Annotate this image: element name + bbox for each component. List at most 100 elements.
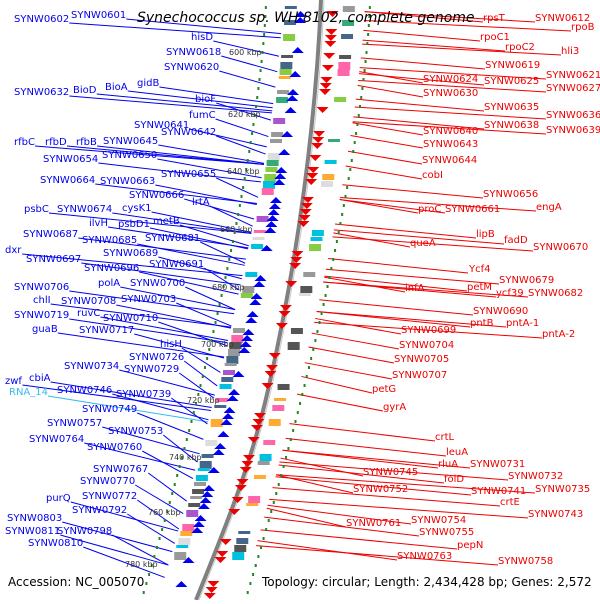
gene-label[interactable]: SYNW0682 [528, 288, 583, 299]
gene-label[interactable]: ycf39 [496, 288, 524, 299]
gene-label[interactable]: SYNW0689 [103, 248, 158, 259]
gene-label[interactable]: crtL [435, 432, 455, 443]
gene-label[interactable]: rpoC1 [480, 32, 510, 43]
gene-label[interactable]: purQ [46, 493, 71, 504]
gene-label[interactable]: zwf [5, 376, 22, 387]
gene-label[interactable]: SYNW0734 [64, 361, 119, 372]
gene-label[interactable]: SYNW0755 [419, 527, 474, 538]
gene-label[interactable]: gyrA [383, 402, 406, 413]
gene-label[interactable]: SYNW0654 [43, 154, 98, 165]
gene-label[interactable]: ruvC [77, 308, 100, 319]
gene-label[interactable]: SYNW0624 [423, 74, 478, 85]
gene-label[interactable]: SYNW0630 [423, 88, 478, 99]
gene-label[interactable]: SYNW0640 [423, 126, 478, 137]
gene-label[interactable]: SYNW0670 [533, 242, 588, 253]
gene-label[interactable]: SYNW0704 [399, 340, 454, 351]
gene-label[interactable]: rpoC2 [505, 42, 535, 53]
gene-label[interactable]: SYNW0749 [82, 404, 137, 415]
gene-label[interactable]: lipB [476, 229, 495, 240]
gene-label[interactable]: SYNW0641 [134, 120, 189, 131]
gene-label[interactable]: proC [418, 204, 441, 215]
gene-label[interactable]: SYNW0642 [161, 127, 216, 138]
gene-label[interactable]: psbD1 [118, 219, 150, 230]
gene-label[interactable]: SYNW0700 [130, 278, 185, 289]
rna-label[interactable]: RNA_14 [9, 387, 48, 398]
gene-label[interactable]: SYNW0719 [14, 310, 69, 321]
gene-label[interactable]: SYNW0726 [129, 352, 184, 363]
gene-label[interactable]: SYNW0708 [61, 296, 116, 307]
gene-label[interactable]: infA [405, 283, 425, 294]
gene-label[interactable]: queA [410, 238, 436, 249]
gene-label[interactable]: SYNW0664 [40, 175, 95, 186]
gene-label[interactable]: bioF [195, 94, 216, 105]
gene-label[interactable]: SYNW0639 [546, 125, 600, 136]
gene-label[interactable]: SYNW0685 [82, 235, 137, 246]
gene-label[interactable]: rfbB [76, 137, 97, 148]
gene-label[interactable]: SYNW0717 [79, 325, 134, 336]
gene-label[interactable]: SYNW0638 [484, 120, 539, 131]
gene-label[interactable]: SYNW0679 [499, 275, 554, 286]
gene-label[interactable]: fumC [189, 110, 216, 121]
gene-label[interactable]: folD [444, 474, 464, 485]
gene-label[interactable]: SYNW0661 [445, 204, 500, 215]
gene-label[interactable]: Ycf4 [468, 264, 491, 275]
gene-label[interactable]: SYNW0764 [29, 434, 84, 445]
gene-label[interactable]: cbiA [29, 373, 51, 384]
gene-label[interactable]: engA [536, 202, 562, 213]
gene-label[interactable]: pntA-1 [506, 318, 539, 329]
gene-label[interactable]: SYNW0741 [471, 486, 526, 497]
gene-label[interactable]: SYNW0757 [47, 418, 102, 429]
gene-label[interactable]: SYNW0770 [80, 476, 135, 487]
gene-label[interactable]: SYNW0811 [5, 526, 60, 537]
gene-label[interactable]: BioD [73, 85, 97, 96]
gene-label[interactable]: SYNW0735 [535, 484, 590, 495]
gene-label[interactable]: SYNW0767 [93, 464, 148, 475]
gene-label[interactable]: SYNW0687 [23, 229, 78, 240]
gene-label[interactable]: SYNW0602 [14, 14, 69, 25]
gene-label[interactable]: rfbC [14, 137, 35, 148]
gene-label[interactable]: SYNW0621 [546, 70, 600, 81]
gene-label[interactable]: polA [98, 278, 120, 289]
gene-label[interactable]: SYNW0739 [116, 389, 171, 400]
gene-label[interactable]: SYNW0798 [57, 526, 112, 537]
gene-label[interactable]: petG [372, 384, 396, 395]
gene-label[interactable]: SYNW0619 [485, 60, 540, 71]
gene-label[interactable]: SYNW0645 [103, 136, 158, 147]
gene-label[interactable]: SYNW0706 [14, 282, 69, 293]
gene-label[interactable]: cysK1 [122, 203, 152, 214]
gene-label[interactable]: SYNW0656 [483, 189, 538, 200]
gene-label[interactable]: SYNW0754 [411, 515, 466, 526]
gene-label[interactable]: rfbD [45, 137, 67, 148]
gene-label[interactable]: SYNW0643 [423, 139, 478, 150]
gene-label[interactable]: SYNW0707 [392, 370, 447, 381]
gene-label[interactable]: petM [467, 282, 492, 293]
gene-label[interactable]: SYNW0635 [484, 102, 539, 113]
gene-label[interactable]: rpoB [571, 22, 595, 33]
gene-label[interactable]: SYNW0627 [546, 83, 600, 94]
gene-label[interactable]: SYNW0732 [508, 471, 563, 482]
gene-label[interactable]: SYNW0810 [28, 538, 83, 549]
gene-label[interactable]: ilvH [89, 218, 108, 229]
gene-label[interactable]: SYNW0625 [484, 76, 539, 87]
gene-label[interactable]: lrtA [192, 197, 210, 208]
gene-label[interactable]: rluA [438, 459, 458, 470]
gene-label[interactable]: SYNW0763 [397, 551, 452, 562]
gene-label[interactable]: SYNW0772 [82, 491, 137, 502]
gene-label[interactable]: gidB [137, 78, 159, 89]
gene-label[interactable]: SYNW0696 [84, 263, 139, 274]
gene-label[interactable]: SYNW0636 [546, 110, 600, 121]
gene-label[interactable]: SYNW0690 [473, 306, 528, 317]
gene-label[interactable]: SYNW0753 [108, 426, 163, 437]
gene-label[interactable]: rpsT [483, 13, 506, 24]
gene-label[interactable]: SYNW0752 [353, 484, 408, 495]
gene-label[interactable]: hisD [191, 32, 213, 43]
gene-label[interactable]: SYNW0745 [363, 467, 418, 478]
gene-label[interactable]: metB [153, 216, 180, 227]
gene-label[interactable]: SYNW0655 [161, 169, 216, 180]
gene-label[interactable]: SYNW0743 [528, 509, 583, 520]
gene-label[interactable]: SYNW0758 [498, 556, 553, 567]
gene-label[interactable]: SYNW0681 [145, 233, 200, 244]
gene-label[interactable]: SYNW0731 [470, 459, 525, 470]
gene-label[interactable]: hisH [160, 339, 182, 350]
gene-label[interactable]: guaB [32, 324, 58, 335]
